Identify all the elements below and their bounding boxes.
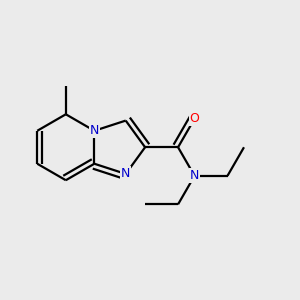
Text: N: N <box>121 167 130 180</box>
Text: N: N <box>90 124 99 137</box>
Text: N: N <box>190 169 199 182</box>
Text: O: O <box>190 112 200 125</box>
